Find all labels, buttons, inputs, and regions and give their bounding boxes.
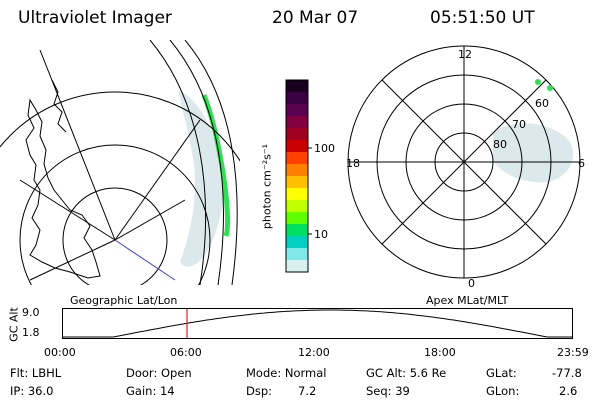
x-tick-1200: 12:00 (298, 346, 330, 359)
mlt-label-left: 18 (346, 157, 360, 170)
sequence-info: Seq: 39 (366, 384, 410, 398)
altitude-ymin: 1.8 (22, 326, 40, 339)
dsp-label: Dsp: (246, 384, 273, 398)
mode-info: Mode: Normal (246, 366, 327, 380)
longitude-line (39, 49, 116, 241)
colorbar-tick-100: 100 (314, 142, 335, 155)
colorbar-segment (286, 128, 308, 141)
lat-label-70: 70 (512, 118, 526, 131)
colorbar-unit-label: photon cm⁻²s⁻¹ (260, 143, 274, 230)
colorbar-segment (286, 224, 308, 237)
gc-altitude-info: GC Alt: 5.6 Re (366, 366, 447, 380)
time-display: 05:51:50 UT (430, 8, 535, 28)
altitude-axis-label: GC Alt (7, 307, 21, 342)
meridian-arc (149, 40, 207, 285)
meridian-arc (184, 40, 238, 285)
terminator-line (114, 239, 176, 281)
coastline (51, 79, 67, 133)
longitude-line (29, 239, 116, 281)
longitude-line (19, 179, 116, 241)
colorbar-segment (286, 80, 308, 93)
polar-plot (347, 45, 581, 279)
mlt-diagonal (381, 79, 547, 245)
mlt-label-right: 6 (578, 157, 585, 170)
latitude-circle (0, 91, 240, 162)
altitude-plot (62, 308, 573, 339)
glon-label: GLon: (486, 384, 520, 398)
x-tick-2359: 23:59 (557, 346, 589, 359)
date-display: 20 Mar 07 (272, 8, 359, 28)
aurora-point (535, 79, 541, 85)
colorbar-segment (286, 92, 308, 105)
apex-map-label: Apex MLat/MLT (426, 294, 509, 307)
geographic-map (0, 40, 240, 285)
longitude-line (114, 199, 186, 241)
glon-value: 2.6 (559, 384, 578, 398)
mlt-label-top: 12 (458, 48, 472, 61)
latitude-circle (19, 144, 211, 285)
door-info: Door: Open (126, 366, 192, 380)
colorbar-segment (286, 212, 308, 225)
colorbar-segment (286, 188, 308, 201)
mlt-label-bottom: 0 (468, 277, 475, 290)
lat-label-60: 60 (535, 97, 549, 110)
colorbar-segment (286, 248, 308, 261)
instrument-title: Ultraviolet Imager (18, 8, 172, 28)
ip-info: IP: 36.0 (10, 384, 54, 398)
x-tick-0000: 00:00 (44, 346, 76, 359)
geo-map-label: Geographic Lat/Lon (70, 294, 178, 307)
x-tick-1800: 18:00 (424, 346, 456, 359)
colorbar-segment (286, 104, 308, 117)
coastline (25, 98, 101, 279)
colorbar-segment (286, 200, 308, 213)
glat-value: -77.8 (552, 366, 582, 380)
altitude-ymax: 9.0 (22, 306, 40, 319)
aurora-point (547, 85, 553, 91)
lat-label-80: 80 (493, 138, 507, 151)
colorbar (285, 79, 312, 273)
colorbar-segment (286, 116, 308, 129)
glat-label: GLat: (486, 366, 517, 380)
longitude-line (114, 119, 201, 241)
colorbar-segment (286, 140, 308, 153)
aurora-emission (178, 90, 224, 267)
colorbar-tick-10: 10 (314, 228, 328, 241)
gain-info: Gain: 14 (126, 384, 175, 398)
meridian-arc (169, 40, 224, 285)
colorbar-segment (286, 260, 308, 273)
colorbar-segment (286, 152, 308, 165)
filter-info: Flt: LBHL (10, 366, 62, 380)
altitude-curve (62, 309, 573, 338)
dsp-value: 7.2 (298, 384, 317, 398)
colorbar-segment (286, 236, 308, 249)
x-tick-0600: 06:00 (170, 346, 202, 359)
latitude-circle (62, 187, 168, 285)
colorbar-segment (286, 164, 308, 177)
colorbar-segment (286, 176, 308, 189)
aurora-emission (493, 123, 574, 183)
aurora-arc (201, 94, 230, 237)
